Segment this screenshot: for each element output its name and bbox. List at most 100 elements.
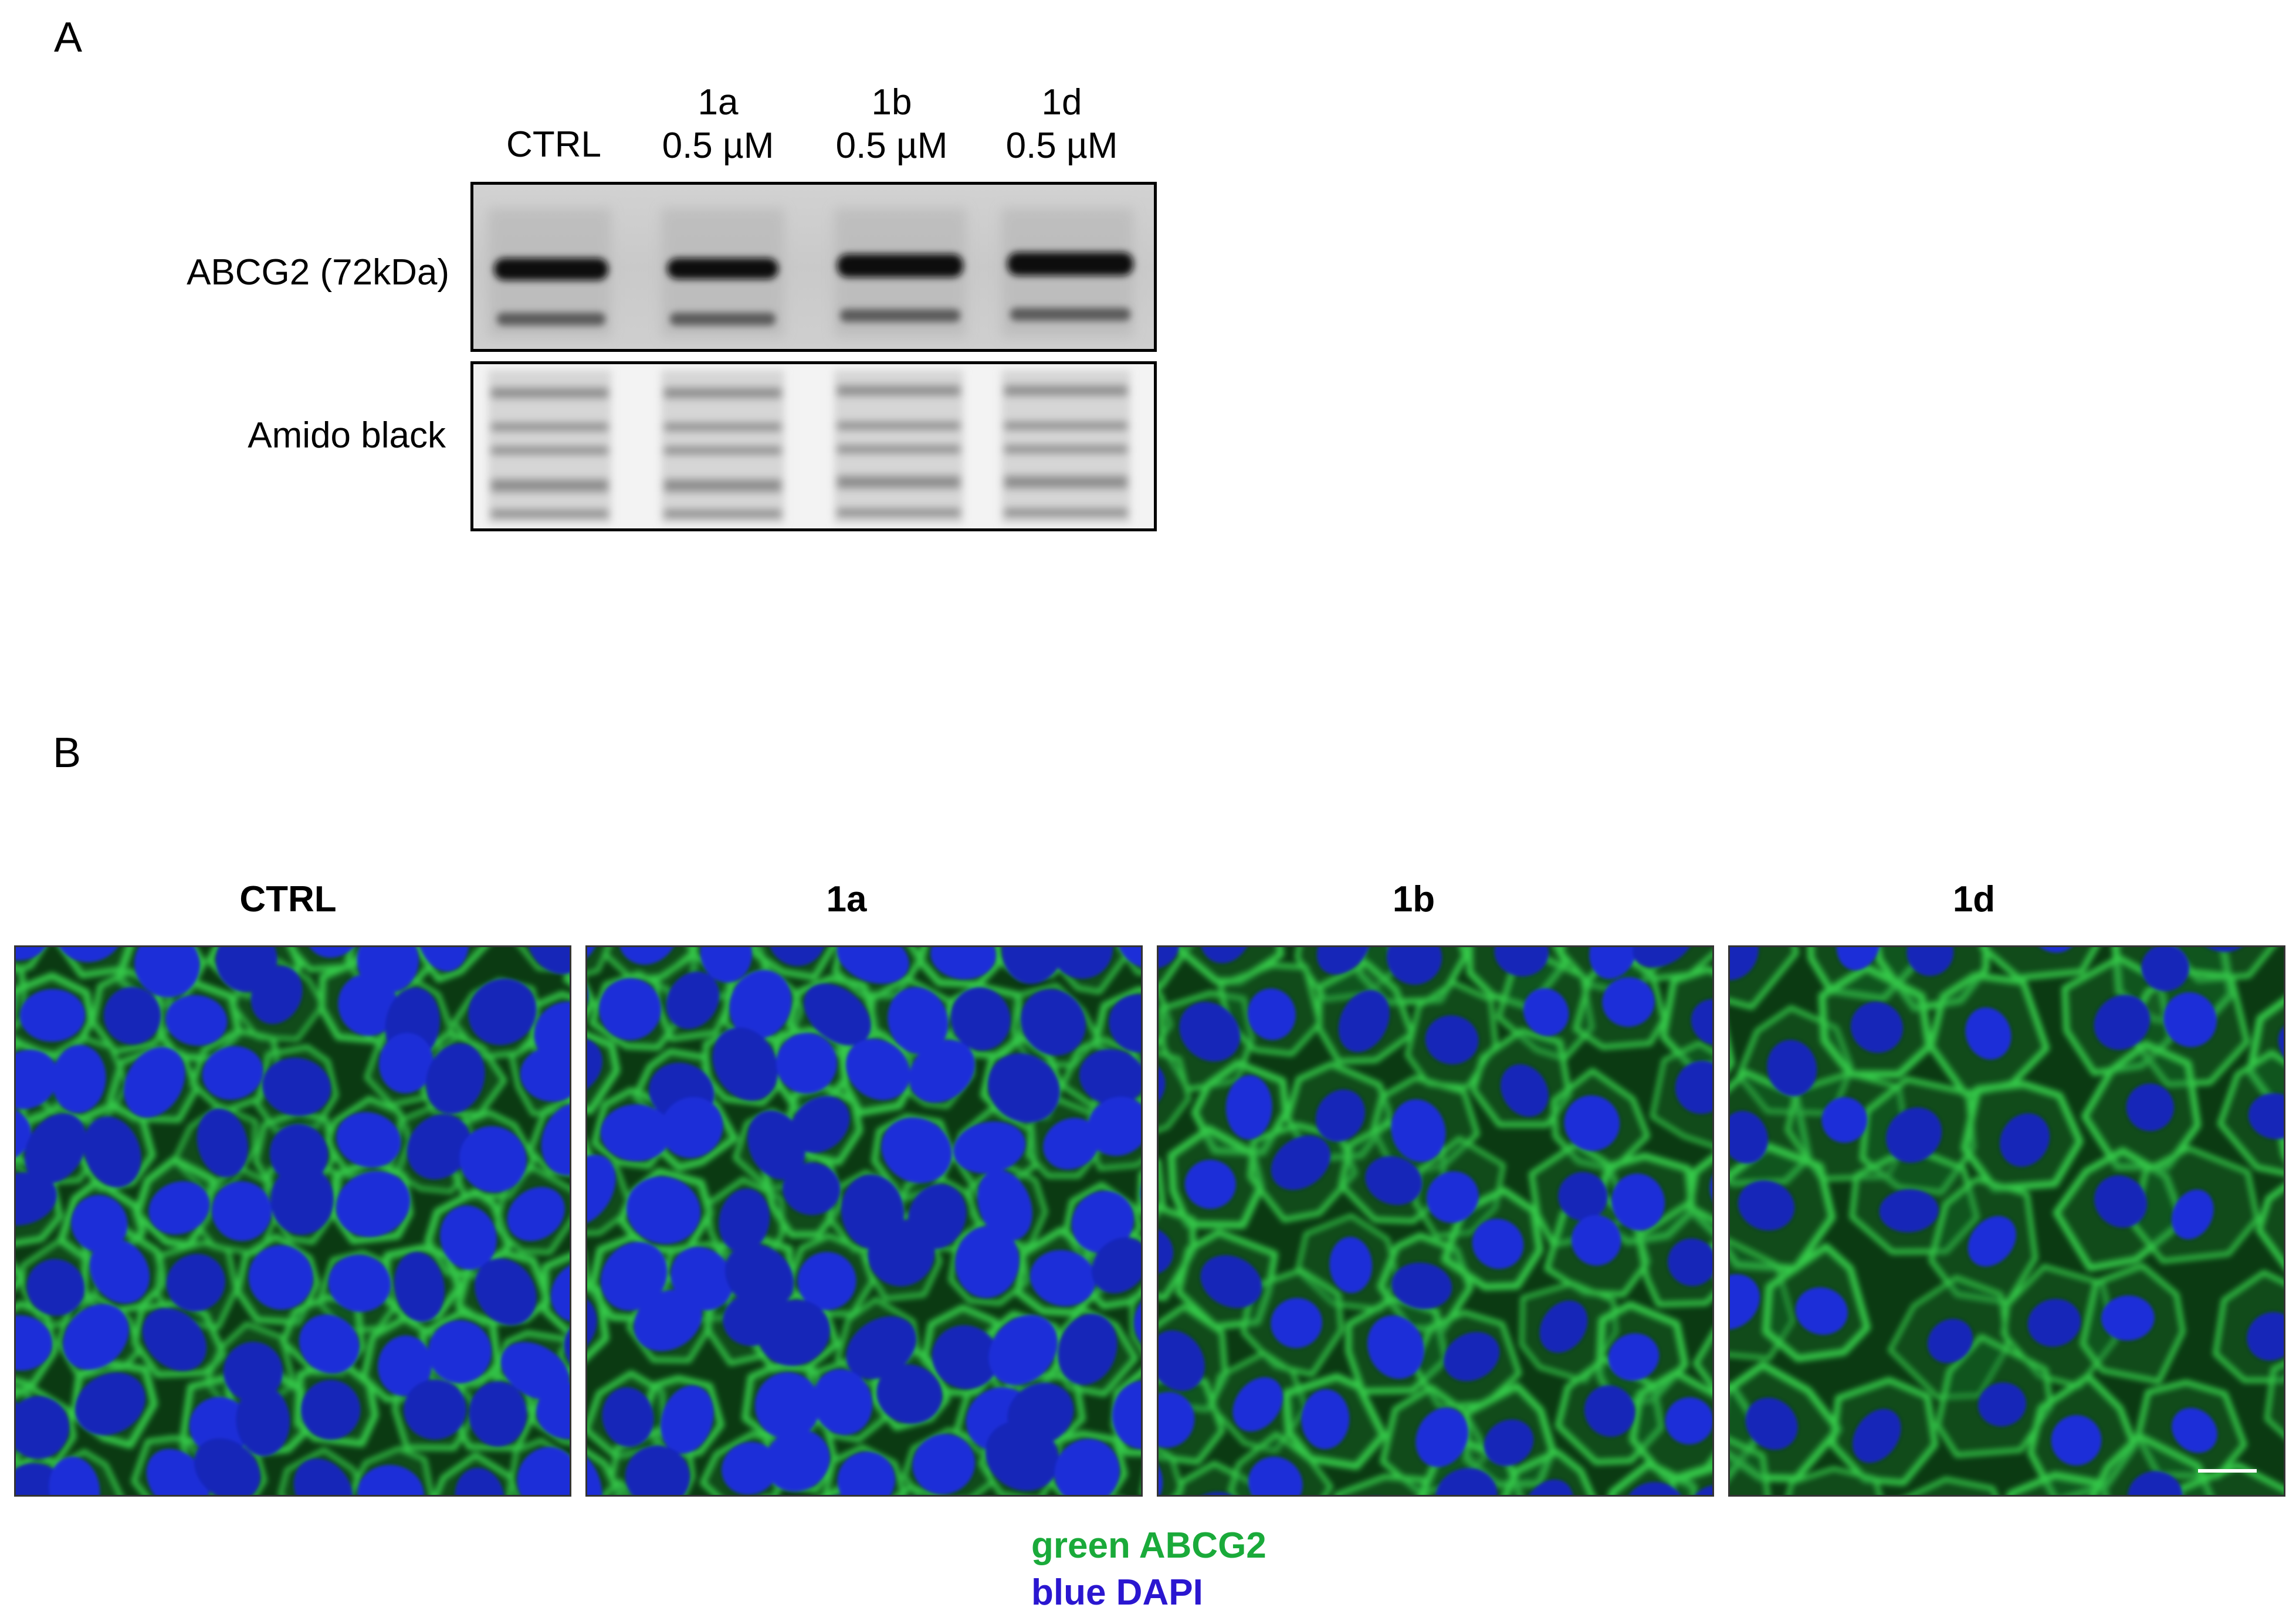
- micrograph-title-1a: 1a: [826, 879, 867, 920]
- legend-green-text: green ABCG2: [1031, 1525, 1266, 1566]
- nucleus: [262, 1057, 331, 1116]
- nucleus: [197, 1108, 248, 1178]
- cell-membrane: [1693, 1330, 1712, 1390]
- nucleus: [146, 1449, 209, 1495]
- nucleus: [1247, 988, 1296, 1040]
- nucleus: [776, 1033, 837, 1094]
- nucleus: [468, 978, 537, 1045]
- nucleus: [2247, 1312, 2284, 1361]
- nucleus: [1079, 1049, 1141, 1105]
- nucleus: [520, 1047, 570, 1102]
- nucleus: [1365, 1156, 1423, 1205]
- nucleus: [336, 1112, 401, 1168]
- nucleus: [837, 947, 909, 984]
- nucleus: [804, 983, 871, 1046]
- micrograph-1a-image: [587, 947, 1141, 1495]
- nucleus: [1494, 947, 1549, 976]
- nucleus: [988, 1314, 1058, 1385]
- nucleus: [599, 978, 661, 1040]
- nucleus: [338, 974, 398, 1036]
- nucleus: [49, 1456, 100, 1495]
- micrograph-1b-image: [1159, 947, 1712, 1495]
- nucleus: [1159, 1392, 1195, 1448]
- nucleus: [1329, 1237, 1373, 1293]
- legend-green-abcg2: green ABCG2: [1031, 1525, 1266, 1566]
- nucleus: [868, 1219, 935, 1287]
- nucleus: [1730, 947, 1759, 981]
- nucleus: [1338, 990, 1390, 1052]
- nucleus: [1232, 1377, 1283, 1432]
- nucleus: [1386, 947, 1442, 985]
- nucleus: [783, 1162, 841, 1215]
- nucleus: [536, 1382, 570, 1439]
- nucleus: [165, 995, 228, 1046]
- nucleus: [63, 1304, 129, 1370]
- nucleus: [1927, 1318, 1973, 1364]
- nucleus: [725, 1243, 794, 1310]
- lane-conc: 0.5 µM: [835, 126, 948, 166]
- cell-membrane: [2090, 1433, 2213, 1495]
- nucleus: [1049, 947, 1113, 979]
- nucleus: [455, 1467, 504, 1495]
- micrograph-1d-image: [1730, 947, 2284, 1495]
- nucleus: [2248, 1093, 2284, 1139]
- nucleus: [1965, 1007, 2011, 1060]
- nucleus: [500, 1342, 570, 1400]
- nucleus: [2051, 1415, 2102, 1466]
- nucleus: [16, 1315, 52, 1371]
- cell-membrane: [1907, 1477, 1998, 1495]
- nucleus: [881, 1117, 952, 1183]
- nucleus: [888, 987, 949, 1054]
- lane-conc: 0.5 µM: [662, 126, 774, 166]
- cell-membrane: [1786, 1466, 1882, 1495]
- cell-membrane: [2256, 1183, 2284, 1269]
- nucleus: [1435, 1468, 1498, 1495]
- nucleus: [1571, 1215, 1621, 1266]
- nucleus: [912, 1434, 976, 1495]
- lane-label-1d: 1d 0.5 µM: [974, 81, 1150, 168]
- cell-membrane: [2264, 1362, 2284, 1437]
- nucleus: [83, 1116, 141, 1188]
- cell-membrane: [1730, 1040, 1735, 1071]
- nucleus: [661, 1097, 723, 1158]
- nucleus: [601, 1242, 668, 1311]
- nucleus: [1179, 1002, 1241, 1062]
- nucleus: [1730, 1111, 1768, 1164]
- nucleus: [666, 971, 720, 1029]
- nucleus: [1316, 947, 1371, 975]
- lane-label-1a: 1a 0.5 µM: [630, 81, 806, 168]
- nucleus: [812, 1369, 873, 1435]
- nucleus: [790, 1096, 850, 1153]
- nucleus: [1087, 1097, 1141, 1156]
- nucleus: [357, 1464, 424, 1495]
- nucleus: [1539, 1300, 1588, 1353]
- nucleus: [475, 1258, 537, 1325]
- micrograph-1a: [585, 945, 1143, 1497]
- nucleus: [1667, 1238, 1712, 1286]
- nucleus: [1836, 947, 1881, 971]
- nucleus: [19, 989, 86, 1042]
- nucleus: [2128, 1471, 2183, 1495]
- nucleus: [2094, 1175, 2148, 1228]
- nucleus: [719, 1188, 770, 1253]
- nucleus: [459, 1126, 527, 1193]
- nucleus: [661, 1385, 714, 1454]
- legend-blue-text: blue DAPI: [1031, 1572, 1203, 1611]
- nucleus: [1665, 1397, 1712, 1444]
- nucleus: [293, 1458, 353, 1495]
- nucleus: [988, 1053, 1060, 1123]
- nucleus: [428, 1320, 492, 1383]
- nuclei-layer: [1730, 947, 2284, 1495]
- abcg2-blot-image: [473, 185, 1154, 349]
- nucleus: [2171, 1189, 2214, 1240]
- nucleus: [1426, 1171, 1479, 1223]
- nucleus: [336, 1171, 411, 1237]
- nucleus: [2163, 992, 2217, 1047]
- cell-membrane: [16, 1264, 25, 1290]
- nucleus: [1626, 1482, 1685, 1495]
- nucleus: [1853, 1409, 1901, 1463]
- nucleus: [876, 1364, 943, 1424]
- nucleus: [758, 1300, 830, 1366]
- nucleus: [142, 1308, 207, 1371]
- nucleus: [378, 1335, 432, 1396]
